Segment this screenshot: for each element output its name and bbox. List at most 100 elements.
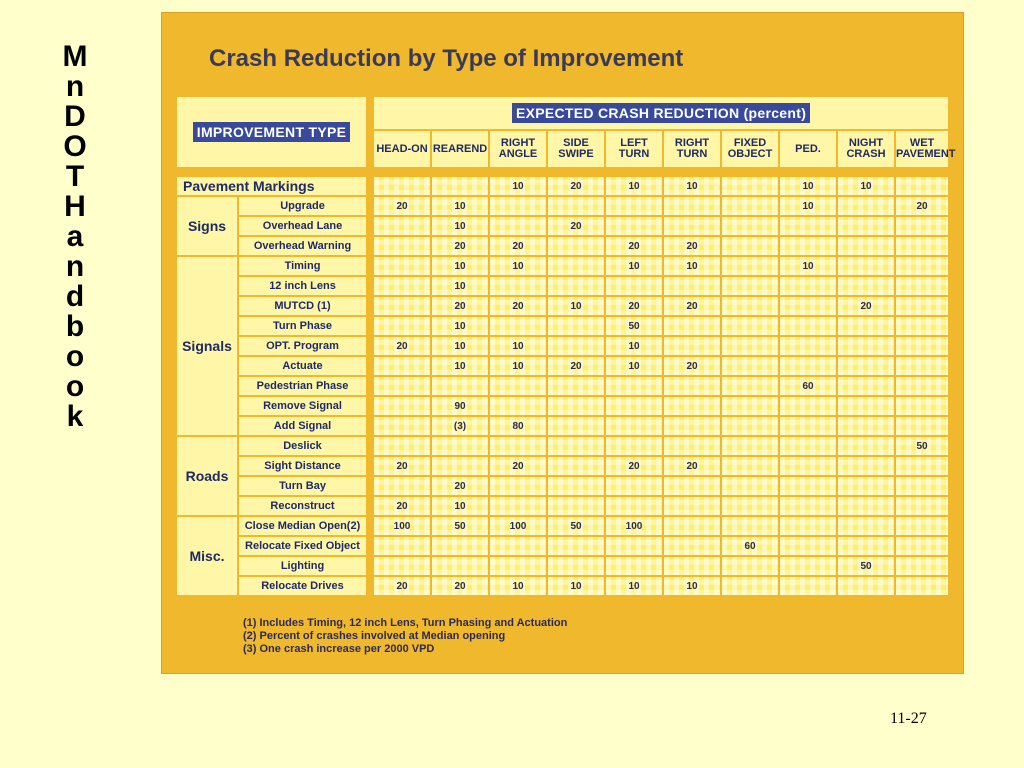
table-row: Relocate Fixed Object 60 xyxy=(176,535,951,557)
reduction-value xyxy=(720,295,781,317)
reduction-value xyxy=(372,355,433,377)
table-row: OPT. Program 20 10 10 10 xyxy=(176,335,951,357)
reduction-value: 10 xyxy=(546,295,607,317)
reduction-value xyxy=(604,495,665,517)
column-header-line1: REAREND xyxy=(432,142,488,155)
reduction-value xyxy=(720,495,781,517)
reduction-value: 10 xyxy=(662,175,723,197)
reduction-value xyxy=(546,435,607,457)
reduction-value xyxy=(546,415,607,437)
reduction-value: 20 xyxy=(430,575,491,597)
reduction-value: 10 xyxy=(488,175,549,197)
column-header: REAREND xyxy=(430,129,491,169)
category-cell: Signals xyxy=(175,255,239,437)
reduction-value: 20 xyxy=(604,235,665,257)
reduction-value xyxy=(372,475,433,497)
footnote: (1) Includes Timing, 12 inch Lens, Turn … xyxy=(243,617,568,629)
crash-reduction-table: IMPROVEMENT TYPE EXPECTED CRASH REDUCTION… xyxy=(174,95,956,597)
reduction-value: 10 xyxy=(488,355,549,377)
reduction-value xyxy=(894,355,951,377)
improvement-label: OPT. Program xyxy=(236,335,369,357)
column-header: FIXED OBJECT xyxy=(720,129,781,169)
reduction-value xyxy=(662,275,723,297)
reduction-value xyxy=(546,455,607,477)
footnote: (2) Percent of crashes involved at Media… xyxy=(243,630,506,642)
reduction-value: 10 xyxy=(430,275,491,297)
reduction-value xyxy=(604,435,665,457)
page-number: 11-27 xyxy=(890,710,927,727)
reduction-value xyxy=(372,235,433,257)
column-header-line2: ANGLE xyxy=(498,148,538,160)
column-header-line2: TURN xyxy=(676,148,708,160)
reduction-value xyxy=(372,315,433,337)
reduction-value xyxy=(778,515,839,537)
improvement-label: Overhead Warning xyxy=(236,235,369,257)
reduction-value xyxy=(546,555,607,577)
reduction-value xyxy=(372,255,433,277)
reduction-value: 10 xyxy=(430,215,491,237)
reduction-value: 20 xyxy=(604,455,665,477)
reduction-value xyxy=(720,375,781,397)
reduction-value xyxy=(778,295,839,317)
reduction-value: 50 xyxy=(430,515,491,537)
reduction-value xyxy=(662,335,723,357)
reduction-value xyxy=(546,235,607,257)
reduction-value xyxy=(778,355,839,377)
column-header-line2: SWIPE xyxy=(558,148,594,160)
reduction-value xyxy=(778,275,839,297)
improvement-label: 12 inch Lens xyxy=(236,275,369,297)
reduction-value: 20 xyxy=(430,235,491,257)
column-header: HEAD-ON xyxy=(372,129,433,169)
improvement-label: Lighting xyxy=(236,555,369,577)
column-header: WET PAVEMENT xyxy=(894,129,956,169)
reduction-value xyxy=(372,555,433,577)
reduction-value xyxy=(604,275,665,297)
improvement-label: Timing xyxy=(236,255,369,277)
improvement-label: Deslick xyxy=(236,435,369,457)
improvement-label: MUTCD (1) xyxy=(236,295,369,317)
improvement-label: Reconstruct xyxy=(236,495,369,517)
reduction-value xyxy=(546,495,607,517)
reduction-value xyxy=(720,455,781,477)
category-cell: Signs xyxy=(175,195,239,257)
vertical-title-letter: n xyxy=(65,70,85,103)
reduction-value xyxy=(720,215,781,237)
reduction-value: 100 xyxy=(372,515,433,537)
reduction-value: 20 xyxy=(430,295,491,317)
reduction-value xyxy=(778,335,839,357)
reduction-value: 20 xyxy=(662,455,723,477)
footnote: (3) One crash increase per 2000 VPD xyxy=(243,643,435,655)
reduction-value xyxy=(488,535,549,557)
footnotes: (1) Includes Timing, 12 inch Lens, Turn … xyxy=(243,617,567,656)
reduction-value: 10 xyxy=(662,575,723,597)
reduction-value xyxy=(604,415,665,437)
reduction-value xyxy=(372,275,433,297)
column-header-line2: PAVEMENT xyxy=(896,148,956,160)
reduction-value xyxy=(546,195,607,217)
reduction-value xyxy=(546,395,607,417)
reduction-value xyxy=(720,395,781,417)
improvement-label: Turn Phase xyxy=(236,315,369,337)
reduction-value xyxy=(836,335,897,357)
reduction-value xyxy=(836,315,897,337)
reduction-value xyxy=(604,535,665,557)
reduction-value xyxy=(894,455,951,477)
reduction-value xyxy=(778,555,839,577)
reduction-value xyxy=(372,395,433,417)
column-header-line2: TURN xyxy=(618,148,650,160)
table-row: Signals Timing 10 10 10 10 10 xyxy=(175,255,951,437)
table-row: Reconstruct 20 10 xyxy=(176,495,951,517)
reduction-value: 20 xyxy=(488,455,549,477)
reduction-value: 20 xyxy=(662,355,723,377)
reduction-value xyxy=(488,275,549,297)
expected-reduction-label: EXPECTED CRASH REDUCTION (percent) xyxy=(511,103,811,123)
column-header-line1: RIGHT xyxy=(500,137,536,149)
reduction-value xyxy=(546,475,607,497)
column-header-line1: FIXED xyxy=(733,137,767,149)
reduction-value: 60 xyxy=(720,535,781,557)
reduction-value: 20 xyxy=(372,495,433,517)
reduction-value: 10 xyxy=(604,175,665,197)
reduction-value: 20 xyxy=(662,235,723,257)
column-header-line1: HEAD-ON xyxy=(376,142,428,155)
category-cell: Misc. xyxy=(175,515,239,597)
